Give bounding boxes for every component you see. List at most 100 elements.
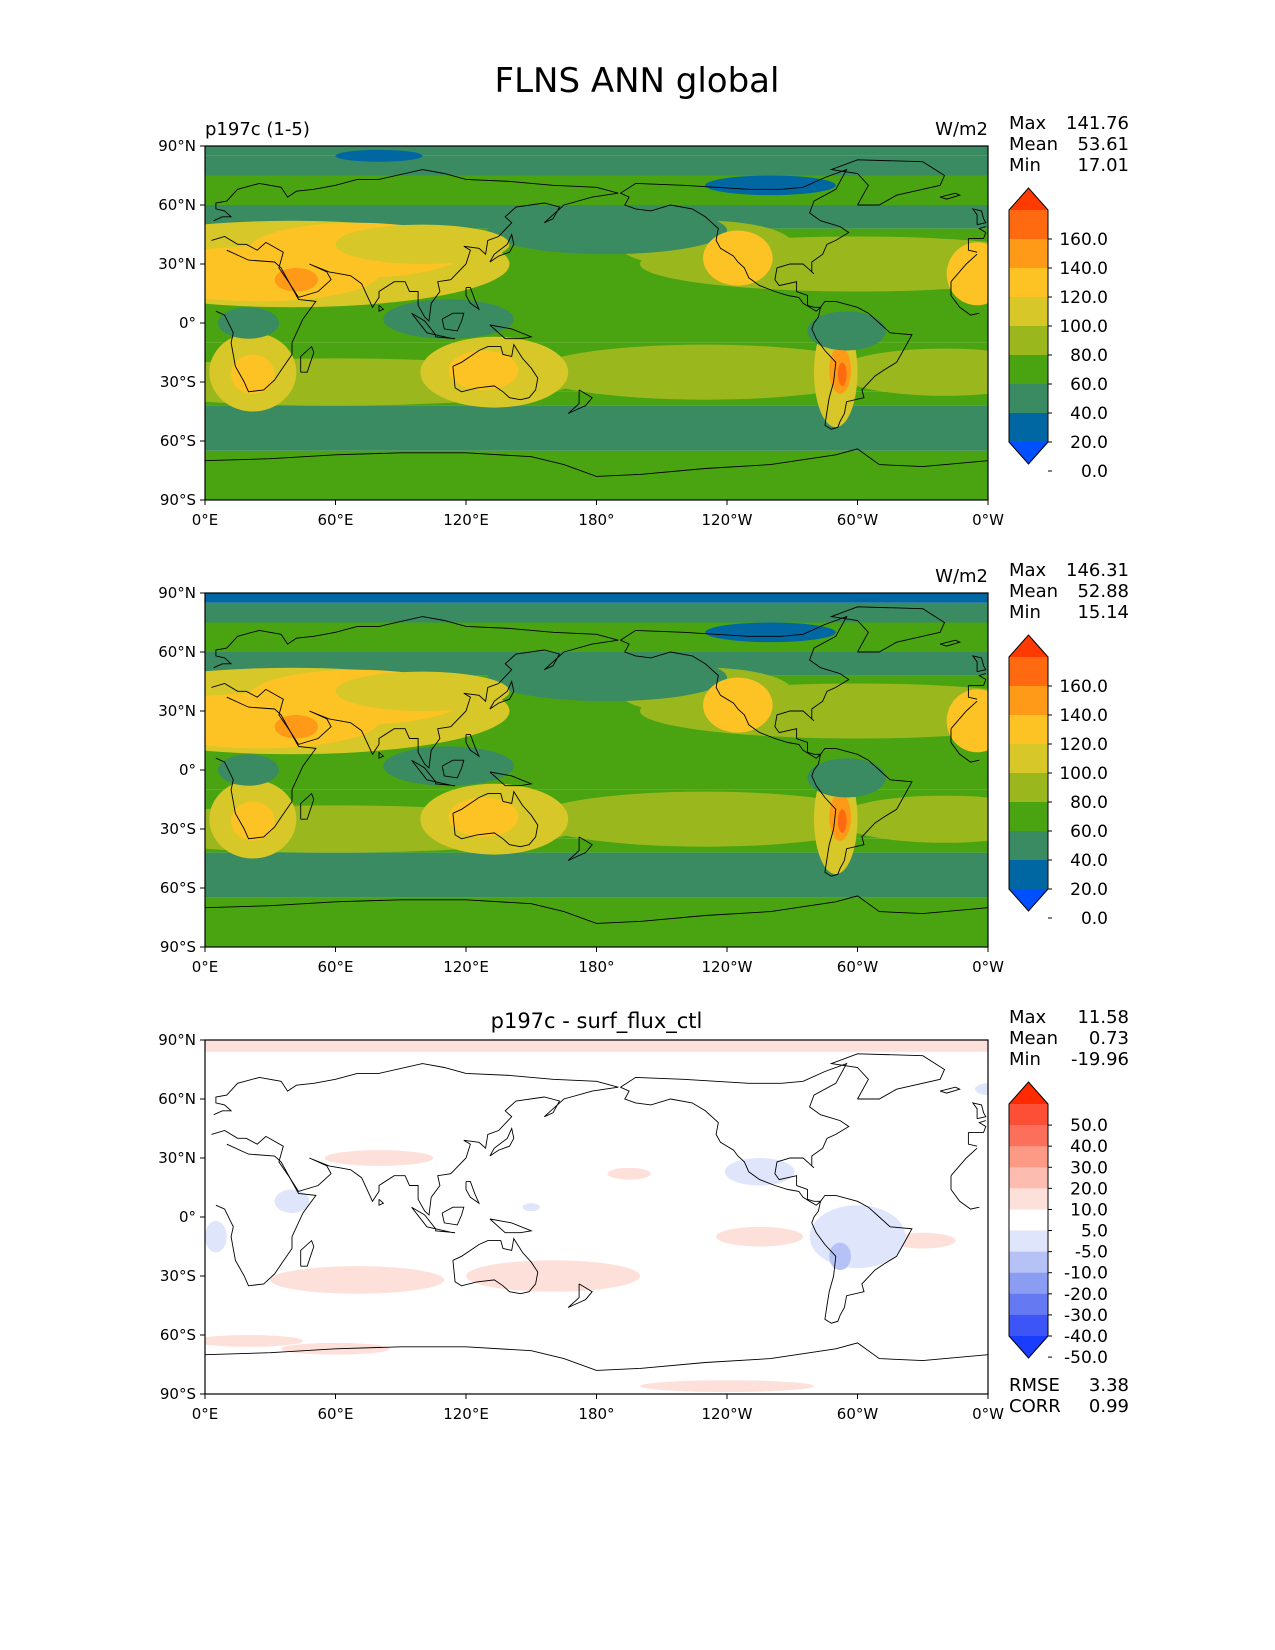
colorbar: 160.0 140.0 120.0 100.0 80.0 60.0 40.0 20.0 0.0 [1008,187,1108,482]
coastline [950,700,978,729]
field-congo [218,754,279,786]
colorbar-label: 120.0 [1059,735,1108,755]
colorbar-label: 80.0 [1070,793,1108,813]
coastline [968,673,987,686]
colorbar-extend-bottom [1009,1336,1048,1358]
coastline [811,747,913,877]
field-patch-ethiopia [274,1189,310,1214]
coastline [811,300,913,430]
colorbar-segment [1009,773,1048,803]
colorbar: 160.0 140.0 120.0 100.0 80.0 60.0 40.0 20.0 0.0 [1008,634,1108,929]
y-tick-label: 0° [179,1208,196,1226]
field-npacific [487,653,727,702]
stat-value: 0.99 [1089,1396,1129,1417]
coastline [950,728,980,763]
coastline [968,226,987,239]
coastline [939,639,961,647]
field-band [205,602,988,623]
coastline [441,1206,465,1226]
coastline [971,208,987,226]
field-arabia-hot [274,267,319,292]
field-patch-ep [716,1226,804,1247]
field-altiplano-core [837,809,847,833]
colorbar-label: -40.0 [1064,1327,1108,1347]
coastline [829,606,946,653]
coastline [211,616,619,769]
coastline [950,281,980,316]
stat-value: 141.76 [1066,113,1129,134]
figure-title: FLNS ANN global [495,61,780,101]
coastline [465,287,481,311]
colorbar-segment [1009,413,1048,443]
field-gobi [335,224,510,264]
x-tick-label: 120°W [702,1405,753,1423]
field-band [205,450,988,500]
colorbar-label: 160.0 [1059,677,1108,697]
coastlines [205,606,988,924]
y-tick-label: 90°S [160,491,196,509]
field-subtropic-sp [531,344,880,400]
stat-label: RMSE [1009,1375,1060,1396]
colorbar-segment [1009,1146,1048,1168]
y-tick-label: 90°S [160,938,196,956]
colorbar-label: -30.0 [1064,1306,1108,1326]
stat-label: Mean [1009,1028,1058,1049]
coastline [939,192,961,200]
colorbar-extend-top [1009,635,1048,657]
colorbar-label: 30.0 [1070,1158,1108,1178]
field-patch-wp [522,1203,540,1212]
colorbar-segment [1009,1104,1048,1126]
coastline [967,685,978,700]
colorbar-segment [1009,355,1048,385]
field-band [205,175,988,205]
coastline [435,334,456,340]
coastline [465,1181,481,1205]
field-australia-core [448,350,519,390]
stat-label: Min [1009,155,1041,176]
coastline [465,734,481,758]
coastline [489,233,515,263]
y-tick-label: 90°S [160,1385,196,1403]
coastline [205,448,988,477]
field-congo [218,307,279,339]
colorbar-segment [1009,744,1048,774]
coastline [205,1342,988,1371]
y-tick-label: 90°N [158,137,196,155]
colorbar-label: 60.0 [1070,375,1108,395]
stat-value: -19.96 [1071,1049,1129,1070]
coastline [567,836,593,861]
y-tick-label: 60°N [158,643,196,661]
colorbar-segment [1009,1167,1048,1189]
y-tick-label: 0° [179,761,196,779]
field-arctic [335,149,423,162]
field-w-sahara [946,242,988,306]
field-patch-amazon [809,1205,906,1269]
coastline [567,1283,593,1308]
coastline [967,238,978,253]
field-amazon [807,758,886,798]
field-band [205,852,988,898]
panel-ref: 0°E 60°E 120°E 180° 120°W 60°W 0°W 90°N 60°N 30°N… [158,560,1129,976]
y-tick-label: 60°S [160,1326,196,1344]
colorbar: 50.040.030.020.010.05.0-5.0-10.0-20.0-30… [1008,1081,1108,1368]
field-patch-natl [974,1083,988,1096]
colorbar-segment [1009,715,1048,745]
field-band [205,593,988,603]
x-tick-label: 0°W [972,1405,1004,1423]
field-patch-mexico [724,1158,795,1186]
coastline [489,680,515,710]
y-tick-label: 60°N [158,1090,196,1108]
colorbar-segment [1009,1230,1048,1253]
coastline [211,1063,619,1216]
coastline [300,792,315,820]
coastline [620,615,850,759]
colorbar-label: 50.0 [1070,1116,1108,1136]
stat-label: Max [1009,560,1047,581]
colorbar-label: 40.0 [1070,404,1108,424]
colorbar-label: 0.0 [1081,909,1108,929]
coastline [452,343,539,401]
stat-label: CORR [1009,1396,1061,1417]
coastline [620,1062,850,1206]
x-tick-label: 0°W [972,511,1004,529]
